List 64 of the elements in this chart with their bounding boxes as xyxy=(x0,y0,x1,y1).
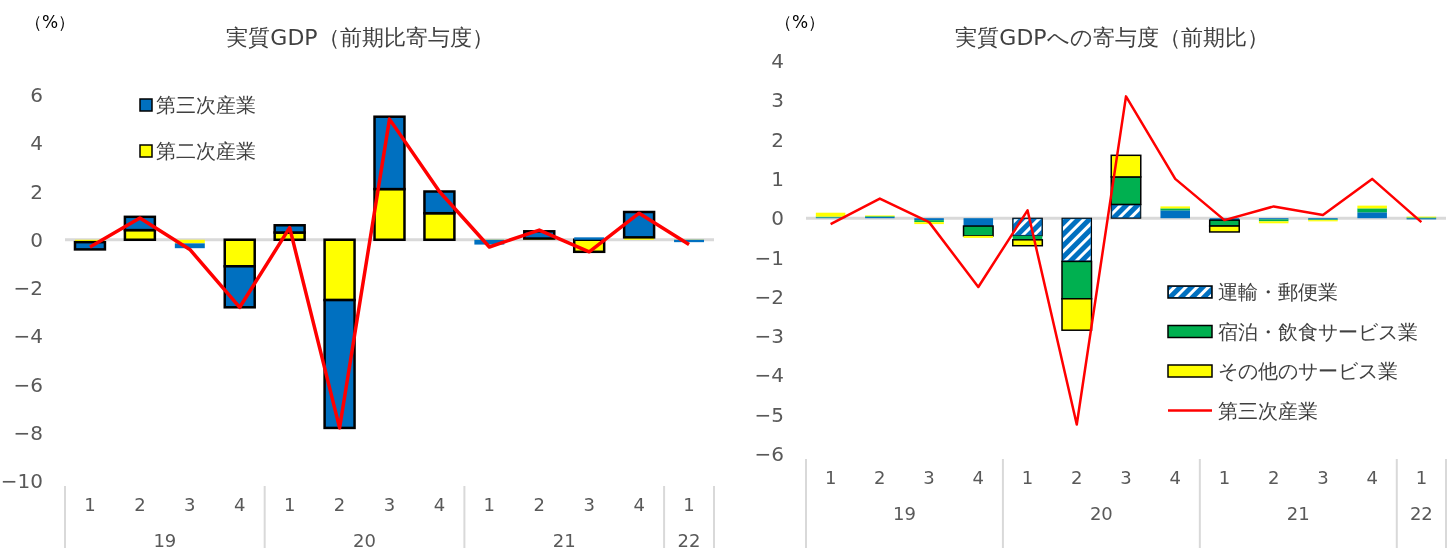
y-tick-label: 1 xyxy=(771,166,784,191)
x-tick-label: 3 xyxy=(583,494,595,515)
y-tick-label: 0 xyxy=(771,206,784,231)
text: 22 xyxy=(1409,503,1433,524)
x-tick-label: 3 xyxy=(1317,467,1329,488)
legend-label: 宿泊・飲食サービス業 xyxy=(1218,319,1418,344)
y-tick-label: −6 xyxy=(754,442,784,466)
x-tick-label: 1 xyxy=(1218,467,1231,488)
x-tick-label: 4 xyxy=(633,494,645,515)
x-tick-label: 1 xyxy=(483,494,496,515)
y-tick-label: 0 xyxy=(30,227,43,252)
legend-label: 第三次産業 xyxy=(156,93,256,117)
x-tick-label: 4 xyxy=(1366,467,1378,488)
y-tick-label: 2 xyxy=(30,179,43,204)
text: 21 xyxy=(1286,503,1310,524)
y-axis-title: （%） xyxy=(774,12,826,32)
legend-label: 第二次産業 xyxy=(156,139,256,163)
chart-title: 実質GDPへの寄与度（前期比） xyxy=(955,25,1269,50)
legend-label: 第三次産業 xyxy=(1218,398,1318,423)
y-tick-label: −1 xyxy=(754,245,784,270)
text: 20 xyxy=(1089,503,1113,524)
y-tick-label: −8 xyxy=(13,420,43,445)
x-tick-label: 2 xyxy=(333,494,346,515)
x-tick-label: 2 xyxy=(1071,467,1083,488)
y-tick-label: −6 xyxy=(13,372,43,397)
y-tick-label: −2 xyxy=(754,284,784,309)
y-axis-title: （%） xyxy=(24,12,76,32)
text: 20 xyxy=(353,530,376,548)
legend-label: その他のサービス業 xyxy=(1218,359,1398,383)
text: 22 xyxy=(677,530,701,548)
x-tick-label: 1 xyxy=(283,494,296,515)
x-tick-label: 2 xyxy=(1267,467,1280,488)
x-tick-label: 1 xyxy=(683,494,695,515)
x-tick-label: 3 xyxy=(923,467,935,488)
y-tick-label: 4 xyxy=(30,131,43,156)
y-tick-label: −2 xyxy=(13,276,43,300)
y-tick-label: 2 xyxy=(771,127,784,152)
x-tick-label: 2 xyxy=(874,467,886,488)
x-tick-label: 1 xyxy=(84,494,96,515)
legend-label: 運輸・郵便業 xyxy=(1218,280,1338,304)
y-tick-label: 6 xyxy=(30,83,43,107)
x-tick-label: 4 xyxy=(234,494,246,515)
text: 19 xyxy=(153,530,177,548)
x-tick-label: 2 xyxy=(533,494,545,515)
x-tick-label: 4 xyxy=(1169,467,1181,488)
x-tick-label: 4 xyxy=(433,494,446,515)
y-tick-label: −10 xyxy=(0,469,43,493)
x-tick-label: 4 xyxy=(972,467,985,488)
y-tick-label: −5 xyxy=(754,402,784,427)
chart-title: 実質GDP（前期比寄与度） xyxy=(226,25,494,50)
y-tick-label: 3 xyxy=(771,88,784,113)
y-tick-label: 4 xyxy=(771,49,784,73)
text: 21 xyxy=(552,530,576,548)
x-tick-label: 2 xyxy=(134,494,146,515)
x-tick-label: 1 xyxy=(1415,467,1428,488)
y-tick-label: −3 xyxy=(754,324,784,349)
x-tick-label: 3 xyxy=(184,494,196,515)
x-tick-label: 1 xyxy=(1021,467,1034,488)
x-tick-label: 3 xyxy=(1120,467,1132,488)
y-tick-label: −4 xyxy=(13,324,43,349)
text: 19 xyxy=(893,503,916,524)
x-tick-label: 3 xyxy=(383,494,396,515)
y-tick-label: −4 xyxy=(754,363,784,388)
x-tick-label: 1 xyxy=(824,467,837,488)
